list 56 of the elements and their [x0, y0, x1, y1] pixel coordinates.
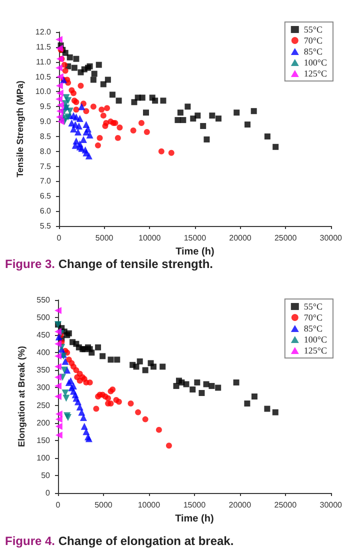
y-tick-label: 8.0	[40, 146, 52, 156]
y-tick-label: 250	[36, 400, 51, 410]
legend-label: 125°C	[304, 346, 328, 356]
x-tick-label: 5000	[95, 234, 114, 242]
caption: Figure 4. Change of elongation at break.	[5, 534, 234, 548]
x-tick-label: 20000	[229, 234, 252, 242]
y-tick-label: 10.5	[35, 72, 52, 82]
x-tick-label: 15000	[183, 500, 206, 510]
y-tick-label: 100	[36, 453, 51, 462]
x-tick-label: 5000	[94, 500, 113, 510]
y-tick-label: 0	[46, 488, 51, 498]
x-tick-label: 0	[56, 500, 61, 510]
y-axis-title: Elongation at Break (%)	[16, 346, 26, 448]
y-tick-label: 150	[36, 436, 51, 445]
y-tick-label: 12.0	[35, 28, 52, 36]
y-tick-label: 400	[36, 348, 51, 358]
y-tick-label: 11.5	[36, 42, 52, 52]
y-tick-label: 9.0	[40, 117, 52, 126]
legend-label: 85°C	[304, 46, 323, 56]
y-tick-label: 200	[36, 418, 51, 428]
y-tick-label: 50	[41, 470, 51, 480]
legend-label: 70°C	[304, 312, 323, 322]
x-tick-label: 25000	[274, 234, 298, 242]
y-tick-label: 11.0	[36, 57, 52, 66]
legend-label: 55°C	[304, 302, 323, 312]
legend-label: 100°C	[304, 334, 328, 344]
caption: Figure 3. Change of tensile strength.	[5, 257, 214, 271]
legend-label: 70°C	[304, 36, 323, 46]
y-axis-title: Tensile Strength (MPa)	[15, 80, 26, 178]
legend-label: 100°C	[304, 58, 328, 68]
x-tick-label: 10000	[138, 500, 161, 510]
x-tick-label: 30000	[320, 500, 343, 510]
x-tick-label: 0	[56, 234, 62, 242]
y-tick-label: 500	[36, 313, 51, 322]
y-tick-label: 10.0	[35, 87, 52, 96]
y-tick-label: 9.5	[40, 102, 52, 112]
y-tick-label: 8.5	[40, 132, 52, 141]
x-axis-title: Time (h)	[175, 513, 214, 524]
y-tick-label: 7.0	[40, 176, 52, 186]
y-tick-label: 5.5	[40, 222, 52, 230]
y-tick-label: 550	[36, 296, 51, 304]
y-tick-label: 7.5	[40, 162, 52, 171]
x-axis-title: Time (h)	[176, 246, 214, 258]
y-tick-label: 6.0	[40, 206, 52, 216]
x-tick-label: 20000	[228, 500, 252, 510]
legend-label: 55°C	[304, 24, 323, 34]
legend-label: 125°C	[304, 68, 328, 78]
y-tick-label: 450	[36, 330, 51, 340]
y-tick-label: 350	[36, 366, 51, 375]
x-tick-label: 30000	[320, 234, 343, 242]
x-tick-label: 25000	[274, 500, 298, 510]
x-tick-label: 15000	[184, 234, 207, 242]
y-tick-label: 300	[36, 383, 51, 392]
x-tick-label: 10000	[138, 234, 162, 242]
legend-label: 85°C	[304, 324, 323, 334]
y-tick-label: 6.5	[40, 192, 52, 201]
